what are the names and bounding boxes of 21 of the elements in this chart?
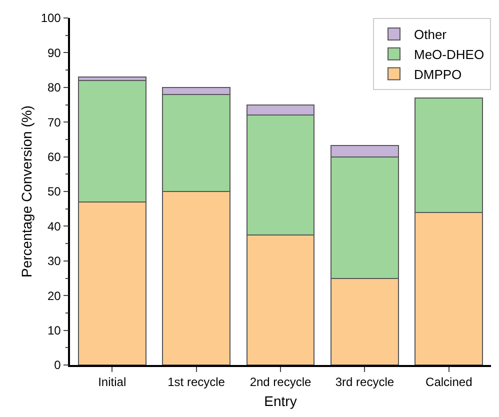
y-tick-label: 20 [47,288,62,303]
x-tick-label: 2nd recycle [250,375,312,390]
y-tick-label: 90 [47,46,62,60]
y-tick-label: 50 [47,184,62,199]
y-axis-title: Percentage Conversion (%) [18,106,34,278]
y-tick-label: 80 [47,80,62,95]
legend-label: Other [414,27,448,42]
y-tick-label: 60 [47,150,62,164]
legend-label: MeO-DHEO [414,46,484,62]
x-tick-label: Calcined [426,375,472,390]
x-tick-label: 1st recycle [168,375,226,390]
legend-label: DMPPO [414,66,462,82]
y-tick-label: 40 [47,219,62,234]
y-tick-label: 0 [54,358,62,372]
x-tick-label: 3rd recycle [335,375,394,390]
y-tick-label: 70 [47,115,62,130]
x-tick-label: Initial [98,375,126,390]
y-tick-label: 100 [40,11,62,26]
y-tick-label: 30 [47,254,62,268]
x-axis-title: Entry [264,392,297,409]
y-tick-label: 10 [47,324,62,338]
